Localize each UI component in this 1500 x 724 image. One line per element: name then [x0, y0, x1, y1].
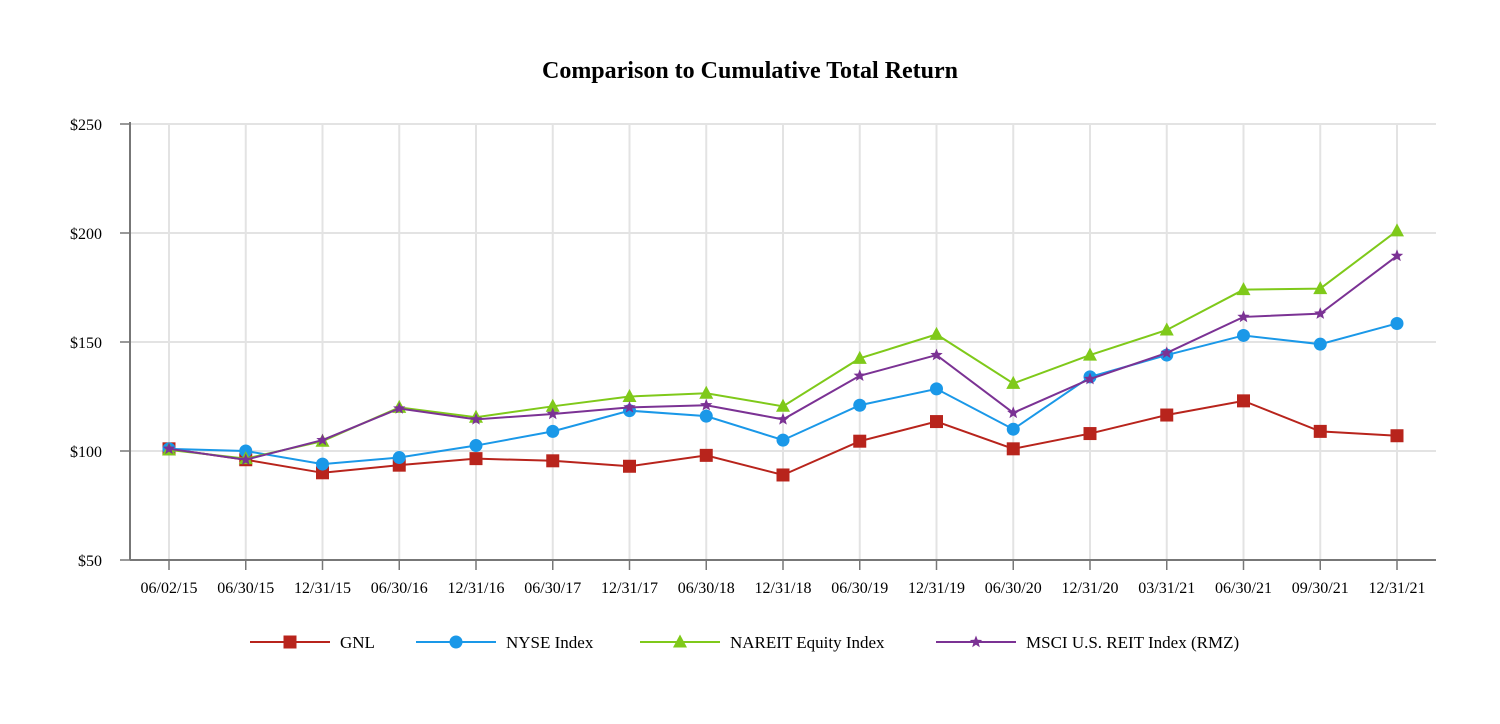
legend-item-msci-u-s-reit-index-rmz: MSCI U.S. REIT Index (RMZ)	[936, 633, 1239, 652]
data-point-nyse-index	[1313, 337, 1327, 351]
x-tick-label: 03/31/21	[1138, 580, 1195, 597]
data-point-gnl	[776, 468, 790, 482]
data-point-nyse-index	[546, 424, 560, 438]
x-tick-label: 06/30/15	[217, 580, 274, 597]
data-point-msci-u-s-reit-index-rmz	[1314, 307, 1327, 319]
data-point-nareit-equity-index	[776, 398, 790, 412]
data-point-msci-u-s-reit-index-rmz	[1390, 249, 1404, 262]
x-tick-label: 06/30/17	[524, 580, 581, 597]
x-tick-label: 06/30/18	[678, 580, 735, 597]
legend-label: NAREIT Equity Index	[730, 633, 885, 652]
data-point-msci-u-s-reit-index-rmz	[623, 400, 636, 413]
x-tick-label: 12/31/18	[755, 580, 812, 597]
data-point-msci-u-s-reit-index-rmz	[776, 412, 790, 425]
x-tick-label: 06/30/19	[831, 580, 888, 597]
x-tick-label: 06/30/20	[985, 580, 1042, 597]
data-point-msci-u-s-reit-index-rmz	[316, 433, 329, 446]
data-point-msci-u-s-reit-index-rmz	[239, 453, 252, 465]
data-point-msci-u-s-reit-index-rmz	[1083, 372, 1097, 385]
y-tick-label: $100	[70, 444, 102, 461]
data-point-msci-u-s-reit-index-rmz	[700, 398, 713, 411]
legend-item-gnl: GNL	[250, 633, 375, 652]
y-tick-label: $200	[70, 226, 102, 243]
legend-marker	[673, 634, 687, 648]
data-point-nyse-index	[469, 439, 483, 453]
x-tick-label: 06/30/21	[1215, 580, 1272, 597]
legend-item-nyse-index: NYSE Index	[416, 633, 594, 652]
data-point-msci-u-s-reit-index-rmz	[393, 401, 406, 414]
legend-marker	[283, 635, 297, 649]
data-point-gnl	[853, 434, 867, 448]
chart-title: Comparison to Cumulative Total Return	[541, 58, 959, 84]
grid	[120, 123, 1436, 570]
data-point-nareit-equity-index	[1313, 281, 1328, 295]
data-point-gnl	[469, 452, 483, 466]
y-tick-label: $150	[70, 335, 102, 352]
data-point-nareit-equity-index	[1083, 347, 1097, 361]
series-msci-u-s-reit-index-rmz	[162, 249, 1404, 465]
data-point-nareit-equity-index	[545, 398, 560, 412]
data-point-nyse-index	[1237, 328, 1250, 342]
y-tick-label: $250	[70, 117, 102, 134]
y-tick-label: $50	[78, 553, 102, 570]
data-point-msci-u-s-reit-index-rmz	[930, 348, 943, 361]
data-point-gnl	[623, 459, 636, 473]
x-tick-label: 06/30/16	[371, 580, 428, 597]
legend-marker	[449, 635, 463, 649]
x-tick-label: 06/02/15	[141, 580, 198, 597]
data-point-nareit-equity-index	[699, 385, 714, 399]
data-point-nyse-index	[699, 409, 713, 423]
data-point-msci-u-s-reit-index-rmz	[162, 442, 176, 455]
data-point-gnl	[1237, 394, 1250, 408]
data-point-nyse-index	[1390, 316, 1404, 330]
data-point-gnl	[699, 448, 713, 462]
x-tick-label: 12/31/19	[908, 580, 965, 597]
legend-marker	[969, 635, 983, 648]
data-point-nareit-equity-index	[1006, 375, 1021, 389]
x-tick-label: 12/31/20	[1062, 580, 1119, 597]
data-point-nyse-index	[392, 451, 406, 465]
data-point-gnl	[1390, 429, 1404, 443]
data-point-msci-u-s-reit-index-rmz	[1007, 406, 1020, 419]
legend-label: NYSE Index	[506, 633, 594, 652]
data-point-msci-u-s-reit-index-rmz	[469, 412, 483, 425]
x-tick-label: 12/31/21	[1369, 580, 1426, 597]
x-tick-label: 12/31/16	[448, 580, 505, 597]
data-point-msci-u-s-reit-index-rmz	[1237, 310, 1250, 323]
data-point-nyse-index	[1006, 422, 1020, 436]
legend-label: GNL	[340, 633, 375, 652]
data-point-nareit-equity-index	[1159, 322, 1174, 336]
series-nyse-index	[162, 316, 1404, 471]
data-point-nyse-index	[776, 433, 790, 447]
data-point-nyse-index	[316, 457, 329, 471]
data-point-nareit-equity-index	[929, 326, 944, 340]
legend-item-nareit-equity-index: NAREIT Equity Index	[640, 633, 885, 652]
x-tick-label: 12/31/15	[294, 580, 351, 597]
data-point-nyse-index	[930, 382, 943, 396]
x-tick-label: 12/31/17	[601, 580, 658, 597]
data-point-nyse-index	[853, 398, 867, 412]
data-point-msci-u-s-reit-index-rmz	[546, 407, 559, 420]
data-point-nyse-index	[239, 444, 253, 458]
legend-label: MSCI U.S. REIT Index (RMZ)	[1026, 633, 1239, 652]
data-point-gnl	[546, 454, 560, 468]
data-point-gnl	[1160, 408, 1174, 422]
x-tick-label: 09/30/21	[1292, 580, 1349, 597]
data-point-nareit-equity-index	[1390, 223, 1404, 237]
data-point-gnl	[930, 415, 943, 429]
data-point-nareit-equity-index	[1236, 282, 1251, 296]
data-point-nareit-equity-index	[622, 389, 637, 402]
data-point-gnl	[1313, 424, 1327, 438]
data-point-nareit-equity-index	[852, 350, 867, 364]
data-point-msci-u-s-reit-index-rmz	[1160, 346, 1173, 359]
data-point-gnl	[1006, 442, 1020, 456]
data-point-msci-u-s-reit-index-rmz	[853, 369, 866, 382]
data-point-gnl	[1083, 427, 1097, 441]
